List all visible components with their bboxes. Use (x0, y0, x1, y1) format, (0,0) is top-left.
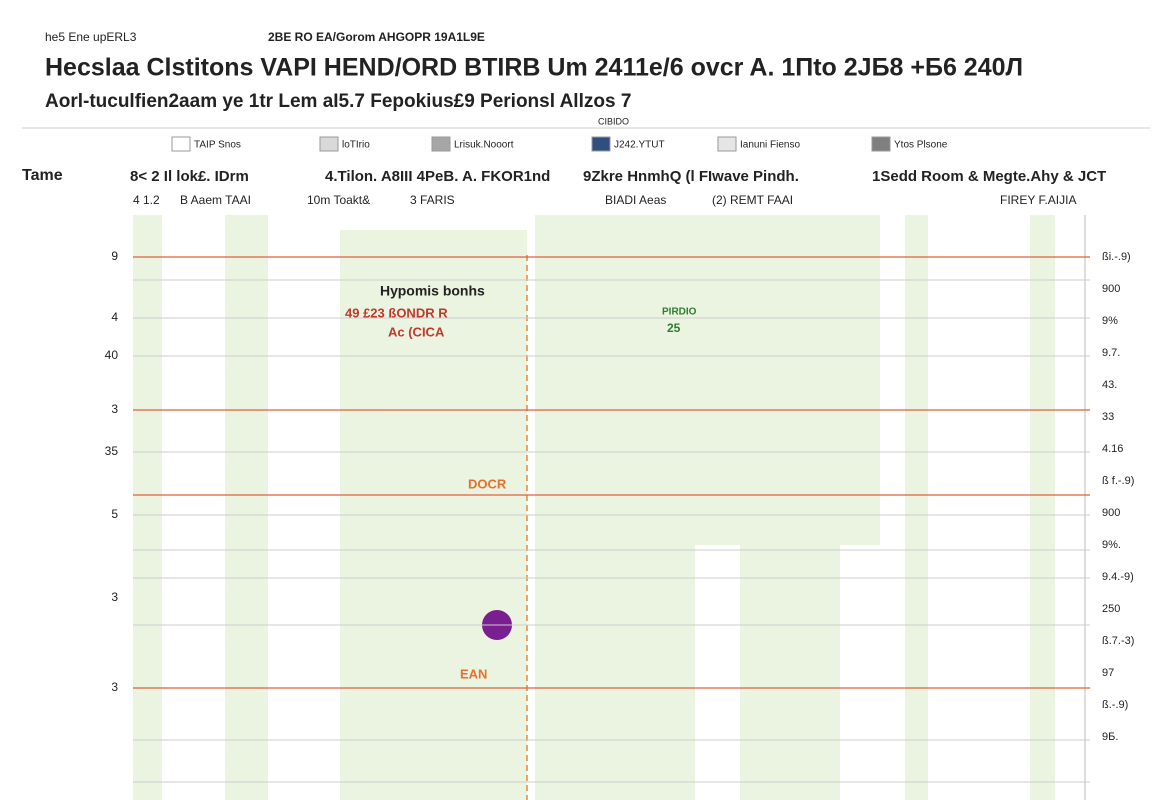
right-label: ß.7.-3) (1102, 635, 1134, 647)
shaded-bands (133, 215, 1055, 800)
right-label: 900 (1102, 507, 1120, 519)
legend-swatch (871, 136, 891, 152)
row-header: Tame (22, 167, 63, 184)
annotation: Нуроmis bonhs (380, 283, 485, 299)
legend-label: TAIP Snos (194, 140, 241, 151)
right-label: 9.7. (1102, 347, 1120, 359)
row-label: 40 (105, 348, 119, 362)
annotation: EAN (460, 666, 487, 681)
subcolumn-header: B Aaem TAAI (180, 193, 251, 207)
column-header: 8< 2 Il lok£. IDrm (130, 168, 249, 185)
subcolumn-header: (2) REMT FAAI (712, 193, 793, 207)
column-header: 4.Tilon. A8III 4PeB. A. FKOR1nd (325, 168, 550, 185)
row-label: 3 (111, 590, 118, 604)
subcolumn-header: BIADI Aeas (605, 193, 666, 207)
right-label: 9% (1102, 315, 1118, 327)
right-label: 43. (1102, 379, 1117, 391)
legend-swatch (431, 136, 451, 152)
right-label: 900 (1102, 283, 1120, 295)
right-label: ßi.-.9) (1102, 251, 1131, 263)
band (225, 215, 268, 800)
legend-swatch (591, 136, 611, 152)
row-label: 9 (111, 249, 118, 263)
right-label: 33 (1102, 411, 1114, 423)
legend-swatch (171, 136, 191, 152)
legend-label: Lrisuk.Nooort (454, 140, 514, 151)
right-label: 97 (1102, 667, 1114, 679)
header-right: 2BE RO EA/Gorom AHGOPR 19A1L9E (268, 30, 485, 44)
right-label: 4.16 (1102, 443, 1123, 455)
row-label: 3 (111, 680, 118, 694)
legend-swatch (319, 136, 339, 152)
annotation: DOCR (468, 476, 507, 491)
annotation: PIRDIO (662, 307, 697, 318)
band (740, 215, 840, 800)
legend-label: Ytos Plsone (894, 140, 948, 151)
subcolumn-header: FIREY F.AIJIA (1000, 193, 1076, 207)
subcolumn-header: 4 1.2 (133, 193, 160, 207)
legend-label: J242.YTUT (614, 140, 665, 151)
band (133, 215, 162, 800)
column-header: 1Sedd Room & Megte.Ahy & JCT (872, 168, 1106, 185)
right-label: 9.4.-9) (1102, 571, 1134, 583)
row-label: 5 (111, 507, 118, 521)
band (905, 215, 928, 800)
legend-note: CIBIDO (598, 116, 629, 126)
annotation: Ac (CICA (388, 324, 445, 339)
right-label: 9%. (1102, 539, 1121, 551)
column-header: 9Zkre HnmhQ (l FIwave Pindh. (583, 168, 799, 185)
legend-swatch (717, 136, 737, 152)
subtitle: Aorl-tuculfien2aam ye 1tr Lem aI5.7 Fepo… (45, 91, 631, 112)
band (1030, 215, 1055, 800)
right-label: ß f.-.9) (1102, 475, 1134, 487)
chart-title: Hecslaa Clstitons VAPI HEND/ORD BTIRB Um… (45, 54, 1023, 82)
legend-label: loTIrio (342, 140, 370, 151)
header-left: he5 Ene upERL3 (45, 30, 137, 44)
legend-label: Ianuni Fienso (740, 140, 800, 151)
subcolumn-header: 3 FARIS (410, 193, 455, 207)
subcolumn-header: 10m Toakt& (307, 193, 370, 207)
row-label: 4 (111, 310, 118, 324)
right-label: 250 (1102, 603, 1120, 615)
annotation: 49 £23 ßONDR R (345, 305, 448, 320)
right-label: ß.-.9) (1102, 699, 1128, 711)
row-label: 3 (111, 402, 118, 416)
right-label: 9Б. (1102, 731, 1118, 743)
annotation: 25 (667, 321, 681, 335)
row-label: 35 (105, 444, 119, 458)
